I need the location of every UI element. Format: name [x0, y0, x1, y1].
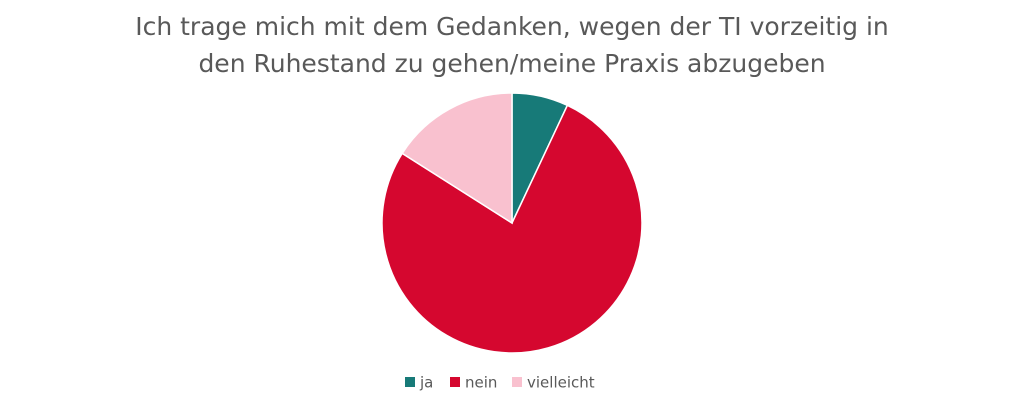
pie-slice [401, 92, 513, 225]
legend-swatch [405, 377, 415, 387]
legend-label: nein [465, 374, 497, 392]
pie-slice [381, 104, 643, 354]
chart-title: Ich trage mich mit dem Gedanken, wegen d… [135, 12, 889, 78]
legend-label: ja [419, 374, 433, 392]
legend-label: vielleicht [527, 374, 595, 392]
legend-swatch [450, 377, 460, 387]
legend-swatch [512, 377, 522, 387]
